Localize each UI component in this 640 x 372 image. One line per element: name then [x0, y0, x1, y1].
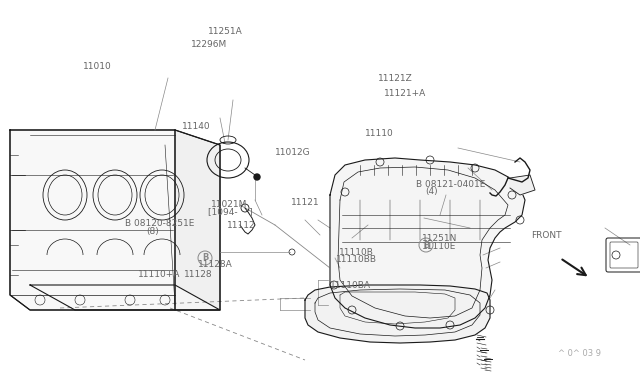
Text: [1094-    ]: [1094- ]	[208, 207, 253, 216]
Text: 11251A: 11251A	[208, 27, 243, 36]
Text: ^ 0^ 03 9: ^ 0^ 03 9	[559, 350, 602, 359]
Text: (4): (4)	[426, 187, 438, 196]
Text: 11251N: 11251N	[422, 234, 458, 243]
Text: 11110B: 11110B	[339, 248, 374, 257]
Text: 11110BB: 11110BB	[336, 255, 377, 264]
Polygon shape	[30, 285, 220, 310]
Polygon shape	[305, 285, 490, 343]
Polygon shape	[175, 130, 220, 310]
Text: B 08121-0401E: B 08121-0401E	[416, 180, 485, 189]
Text: 11110E: 11110E	[422, 242, 457, 251]
Polygon shape	[510, 175, 535, 195]
Text: 11110: 11110	[365, 129, 394, 138]
Text: B 08120-8251E: B 08120-8251E	[125, 219, 194, 228]
Text: FRONT: FRONT	[531, 231, 562, 240]
Text: 11140: 11140	[182, 122, 211, 131]
Circle shape	[254, 174, 260, 180]
Text: 11121Z: 11121Z	[378, 74, 412, 83]
Text: B: B	[423, 241, 429, 250]
Text: 11021M: 11021M	[211, 200, 248, 209]
Text: 11128A: 11128A	[198, 260, 233, 269]
Text: 11121+A: 11121+A	[384, 89, 426, 97]
Text: B: B	[202, 253, 208, 263]
Polygon shape	[10, 130, 175, 310]
Text: 11112: 11112	[227, 221, 256, 230]
Text: 11110BA: 11110BA	[330, 281, 371, 290]
Polygon shape	[330, 158, 525, 328]
Text: 11128: 11128	[184, 270, 212, 279]
Text: (8): (8)	[146, 227, 159, 236]
Text: 12296M: 12296M	[191, 40, 227, 49]
Text: 11010: 11010	[83, 62, 112, 71]
Text: 11121: 11121	[291, 198, 320, 207]
Text: 11012G: 11012G	[275, 148, 311, 157]
Text: 11110+A: 11110+A	[138, 270, 180, 279]
